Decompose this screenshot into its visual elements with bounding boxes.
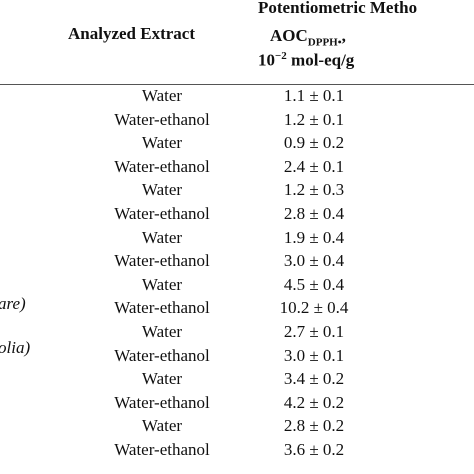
extract-cell: Water <box>141 133 183 153</box>
aoc-comma: , <box>341 26 346 45</box>
extract-cell: Water <box>141 180 183 200</box>
extract-cell: Water-ethanol <box>114 440 210 459</box>
extract-header: Analyzed Extract <box>68 24 196 43</box>
aoc-header: AOCDPPH•, <box>270 26 346 48</box>
unit-rest: mol-eq/g <box>286 50 355 70</box>
value-cell: 2.4 ± 0.1 <box>283 156 345 176</box>
extract-cell: Water <box>141 322 183 341</box>
value-cell: 4.2 ± 0.2 <box>283 392 345 412</box>
extract-cell: Water-ethanol <box>114 392 210 412</box>
extract-cell: Water-ethanol <box>114 298 210 318</box>
extract-cell: Water-ethanol <box>114 345 210 365</box>
value-cell: 3.6 ± 0.2 <box>283 440 345 459</box>
header-rule <box>0 84 474 85</box>
value-cell: 1.9 ± 0.4 <box>283 227 345 247</box>
side-label: olia) <box>0 338 31 357</box>
extract-cell: Water-ethanol <box>114 251 210 271</box>
aoc-sub: DPPH• <box>307 36 342 49</box>
extract-cell: Water <box>141 227 183 247</box>
unit-base: 10 <box>258 50 275 70</box>
extract-cell: Water <box>141 274 183 294</box>
value-cell: 1.2 ± 0.1 <box>283 109 345 129</box>
extract-cell: Water <box>141 416 183 436</box>
side-label: are) <box>0 294 26 313</box>
value-cell: 3.0 ± 0.1 <box>283 345 345 365</box>
extract-cell: Water-ethanol <box>114 109 210 129</box>
value-cell: 10.2 ± 0.4 <box>279 298 349 318</box>
extract-cell: Water-ethanol <box>114 204 210 223</box>
extract-cell: Water-ethanol <box>114 156 210 176</box>
extract-cell: Water <box>141 86 183 105</box>
method-header: Potentiometric Metho <box>258 0 418 17</box>
aoc: AOC <box>270 26 308 45</box>
unit-exp: −2 <box>275 50 287 62</box>
value-cell: 2.8 ± 0.2 <box>283 416 345 436</box>
value-cell: 2.8 ± 0.4 <box>283 204 345 223</box>
unit-header: 10−2 mol-eq/g <box>258 50 354 71</box>
value-cell: 2.7 ± 0.1 <box>283 322 345 341</box>
value-cell: 3.0 ± 0.4 <box>283 251 345 271</box>
extract-cell: Water <box>141 369 183 389</box>
value-cell: 1.2 ± 0.3 <box>283 180 345 200</box>
value-cell: 1.1 ± 0.1 <box>283 86 345 105</box>
value-cell: 3.4 ± 0.2 <box>283 369 345 389</box>
value-cell: 4.5 ± 0.4 <box>283 274 345 294</box>
value-cell: 0.9 ± 0.2 <box>283 133 345 153</box>
